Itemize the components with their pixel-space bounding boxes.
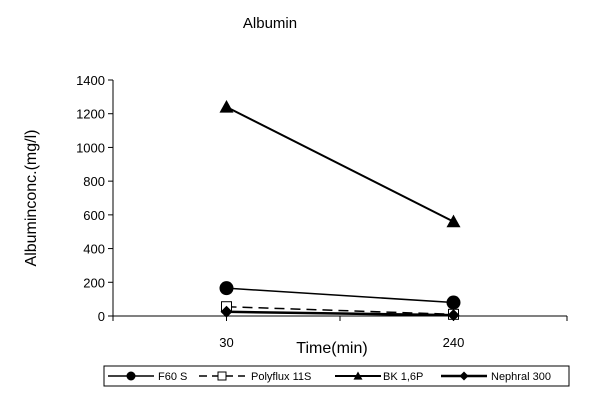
data-point-circle — [219, 281, 234, 296]
y-tick-label: 800 — [83, 174, 105, 189]
series-nephral-300 — [220, 305, 460, 322]
series-line — [226, 310, 454, 317]
legend-entry: Nephral 300 — [441, 371, 551, 383]
data-point-diamond — [459, 371, 469, 381]
legend-label: F60 S — [158, 371, 187, 383]
x-axis-label: Time(min) — [296, 340, 367, 357]
data-point-circle — [446, 295, 461, 310]
legend-label: BK 1,6P — [383, 371, 423, 383]
legend-entry: BK 1,6P — [335, 371, 423, 383]
series-f60-s — [219, 281, 461, 310]
series-line — [226, 287, 454, 304]
y-axis: 0 200 400 600 800 1000 1200 1400 — [76, 73, 114, 324]
x-tick-label: 240 — [443, 335, 465, 350]
chart-title: Albumin — [243, 15, 297, 32]
data-point-diamond — [447, 309, 460, 322]
data-point-triangle — [446, 214, 461, 228]
y-tick-label: 1200 — [76, 107, 105, 122]
y-tick-label: 0 — [98, 309, 105, 324]
y-tick-label: 1400 — [76, 73, 105, 88]
y-axis-label: Albuminconc.(mg/l) — [23, 130, 40, 267]
legend-entry: F60 S — [108, 371, 187, 383]
data-point-circle — [126, 371, 136, 381]
series-bk-1-6p — [219, 99, 461, 228]
y-tick-label: 200 — [83, 275, 105, 290]
x-tick-label: 30 — [219, 335, 233, 350]
series-line — [226, 106, 454, 223]
data-point-triangle — [219, 99, 234, 113]
series-layer — [219, 99, 461, 322]
y-tick-label: 1000 — [76, 140, 105, 155]
legend-label: Nephral 300 — [491, 371, 551, 383]
data-point-diamond — [220, 305, 233, 318]
data-point-triangle — [353, 371, 363, 380]
y-tick-label: 400 — [83, 242, 105, 257]
legend-label: Polyflux 11S — [251, 371, 311, 383]
series-line — [226, 305, 454, 316]
legend-entry: Polyflux 11S — [199, 371, 311, 383]
legend: F60 S Polyflux 11S BK 1,6P Nephral 300 — [103, 365, 570, 387]
y-tick-label: 600 — [83, 208, 105, 223]
data-point-square — [217, 371, 227, 381]
